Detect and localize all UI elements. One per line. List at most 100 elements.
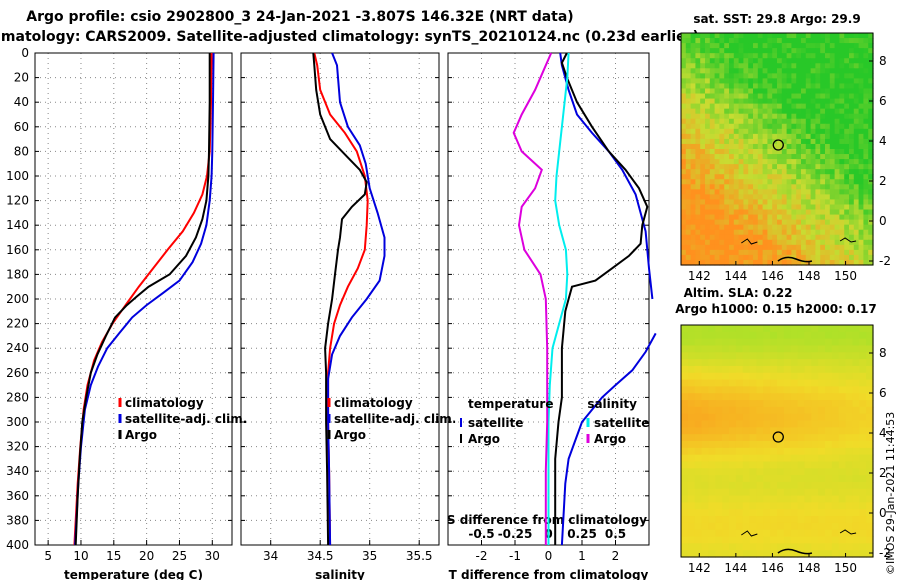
x-axis-label: temperature (deg C) bbox=[64, 568, 203, 580]
map-cell bbox=[849, 123, 855, 130]
map-cell bbox=[690, 143, 696, 150]
map-cell bbox=[767, 123, 773, 130]
map-x-tick-label: 142 bbox=[688, 269, 711, 283]
map-cell bbox=[844, 159, 850, 165]
map-cell bbox=[796, 234, 802, 241]
map-cell bbox=[681, 73, 687, 79]
map-cell bbox=[701, 365, 710, 374]
map-cell bbox=[729, 219, 735, 226]
map-cell bbox=[770, 529, 778, 538]
map-cell bbox=[781, 159, 788, 165]
map-cell bbox=[756, 359, 764, 367]
map-cell bbox=[714, 138, 720, 145]
map-cell bbox=[756, 447, 764, 456]
map-cell bbox=[777, 154, 783, 160]
map-cell bbox=[749, 427, 758, 435]
map-cell bbox=[866, 359, 874, 367]
map-cell bbox=[772, 48, 778, 54]
map-cell bbox=[690, 159, 696, 165]
map-cell bbox=[781, 113, 788, 120]
map-cell bbox=[796, 184, 802, 190]
map-cell bbox=[790, 475, 799, 483]
map-cell bbox=[719, 33, 725, 39]
map-cell bbox=[783, 529, 792, 538]
map-cell bbox=[742, 434, 751, 442]
map-cell bbox=[839, 48, 845, 54]
map-cell bbox=[772, 254, 778, 261]
map-cell bbox=[772, 38, 778, 44]
map-cell bbox=[753, 254, 759, 261]
map-cell bbox=[853, 209, 860, 216]
map-cell bbox=[767, 103, 773, 110]
map-cell bbox=[818, 386, 826, 394]
map-cell bbox=[829, 103, 836, 110]
map-cell bbox=[729, 365, 737, 374]
map-cell bbox=[772, 249, 778, 256]
map-cell bbox=[700, 249, 706, 256]
map-cell bbox=[825, 48, 831, 54]
map-cell bbox=[791, 38, 797, 44]
map-cell bbox=[801, 143, 807, 150]
map-y-tick-label: 4 bbox=[879, 134, 887, 148]
map-cell bbox=[853, 204, 860, 211]
map-cell bbox=[838, 345, 847, 353]
coastline-path bbox=[777, 256, 813, 263]
map-cell bbox=[805, 128, 812, 135]
map-cell bbox=[810, 128, 816, 135]
map-cell bbox=[804, 386, 812, 394]
map-cell bbox=[834, 88, 840, 95]
map-cell bbox=[849, 239, 855, 246]
map-cell bbox=[749, 543, 758, 551]
map-cell bbox=[815, 33, 821, 39]
map-cell bbox=[742, 365, 751, 374]
map-cell bbox=[777, 128, 783, 135]
map-cell bbox=[810, 58, 816, 64]
map-cell bbox=[797, 427, 806, 435]
map-cell bbox=[719, 224, 725, 231]
map-cell bbox=[705, 98, 711, 105]
map-cell bbox=[790, 502, 799, 510]
map-cell bbox=[681, 38, 687, 44]
map-cell bbox=[733, 224, 740, 231]
map-cell bbox=[845, 434, 854, 442]
map-cell bbox=[701, 481, 710, 490]
map-cell bbox=[853, 179, 860, 185]
map-cell bbox=[772, 88, 778, 95]
map-cell bbox=[724, 98, 730, 105]
map-cell bbox=[772, 93, 778, 100]
map-cell bbox=[804, 529, 812, 538]
map-cell bbox=[735, 543, 744, 551]
map-cell bbox=[796, 43, 802, 49]
map-cell bbox=[859, 543, 867, 551]
map-cell bbox=[786, 204, 792, 211]
map-cell bbox=[694, 468, 703, 476]
map-cell bbox=[729, 33, 735, 39]
map-cell bbox=[834, 204, 840, 211]
map-cell bbox=[724, 239, 730, 246]
map-cell bbox=[834, 214, 840, 221]
map-cell bbox=[868, 118, 874, 125]
map-cell bbox=[838, 352, 847, 360]
series-line-argo bbox=[74, 53, 211, 546]
map-cell bbox=[748, 204, 754, 211]
coastline-path bbox=[777, 548, 813, 555]
map-cell bbox=[866, 488, 874, 497]
map-cell bbox=[756, 331, 764, 340]
map-cell bbox=[742, 359, 751, 367]
map-cell bbox=[753, 133, 759, 140]
map-cell bbox=[777, 83, 783, 90]
map-cell bbox=[777, 427, 785, 435]
map-cell bbox=[818, 454, 826, 463]
map-cell bbox=[786, 53, 792, 59]
map-cell bbox=[735, 338, 744, 347]
map-cell bbox=[753, 189, 759, 195]
map-cell bbox=[863, 108, 869, 115]
map-cell bbox=[742, 345, 751, 353]
map-cell bbox=[762, 154, 768, 160]
map-cell bbox=[705, 118, 711, 125]
map-cell bbox=[700, 229, 706, 236]
map-cell bbox=[757, 174, 764, 180]
map-cell bbox=[797, 468, 806, 476]
map-cell bbox=[815, 149, 821, 155]
map-cell bbox=[685, 174, 692, 180]
